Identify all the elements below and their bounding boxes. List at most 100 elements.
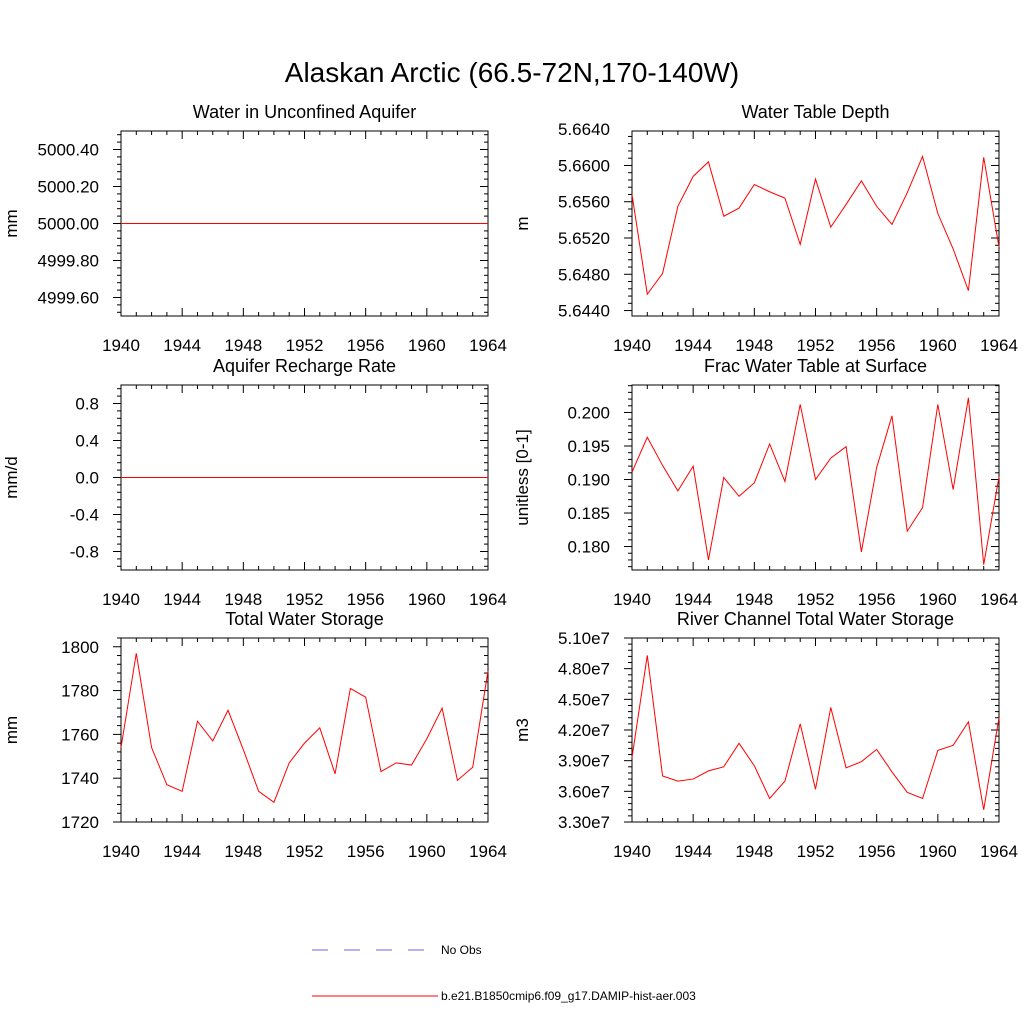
- panel-title: Water in Unconfined Aquifer: [193, 102, 416, 122]
- x-tick-label: 1960: [919, 590, 957, 609]
- series-line: [631, 655, 1000, 810]
- x-tick-label: 1956: [858, 336, 896, 355]
- x-tick-label: 1948: [735, 336, 773, 355]
- y-axis-label: unitless [0-1]: [513, 429, 532, 525]
- x-tick-label: 1948: [735, 590, 773, 609]
- x-tick-label: 1944: [674, 590, 712, 609]
- y-tick-label: 3.30e7: [558, 813, 610, 832]
- x-tick-label: 1964: [980, 842, 1018, 861]
- panel-5: Total Water Storage mm 1940 1944 1948 1952 195…: [2, 609, 507, 861]
- y-tick-label: 1800: [61, 638, 99, 657]
- y-tick-label: 5000.20: [38, 178, 99, 197]
- series-line: [631, 154, 1000, 296]
- x-tick-label: 1956: [347, 590, 385, 609]
- y-axis-label: mm/d: [2, 456, 21, 499]
- x-tick-label: 1964: [469, 336, 507, 355]
- x-tick-label: 1964: [469, 842, 507, 861]
- y-tick-label: 0.190: [567, 471, 610, 490]
- panel-4: Frac Water Table at Surface unitless [0-1…: [513, 356, 1018, 609]
- series-line: [120, 653, 489, 804]
- x-tick-label: 1940: [102, 842, 140, 861]
- y-tick-label: 3.60e7: [558, 782, 610, 801]
- y-tick-label: 1720: [61, 813, 99, 832]
- y-axis-label: mm: [2, 209, 21, 237]
- y-tick-label: 5000.40: [38, 141, 99, 160]
- y-tick-label: 5.6560: [558, 193, 610, 212]
- y-tick-label: 0.4: [75, 432, 99, 451]
- x-tick-label: 1964: [980, 336, 1018, 355]
- y-tick-label: 0.200: [567, 403, 610, 422]
- y-tick-label: -0.8: [70, 543, 99, 562]
- x-tick-label: 1956: [347, 336, 385, 355]
- x-tick-label: 1944: [674, 842, 712, 861]
- y-axis-label: m: [513, 216, 532, 230]
- x-tick-label: 1960: [408, 842, 446, 861]
- plot-frame: [120, 637, 489, 823]
- x-tick-label: 1960: [919, 336, 957, 355]
- y-tick-label: 5.6440: [558, 302, 610, 321]
- legend-label-no-obs: No Obs: [441, 943, 482, 957]
- x-tick-label: 1952: [286, 336, 324, 355]
- x-tick-label: 1940: [613, 336, 651, 355]
- y-tick-label: 0.8: [75, 395, 99, 414]
- plot-frame: [631, 130, 1000, 317]
- y-tick-label: 5000.00: [38, 215, 99, 234]
- y-axis-label: m3: [513, 718, 532, 742]
- x-tick-label: 1944: [163, 842, 201, 861]
- y-tick-label: 4999.60: [38, 289, 99, 308]
- y-tick-label: 0.195: [567, 437, 610, 456]
- panel-title: Total Water Storage: [225, 609, 383, 629]
- series-line: [631, 397, 1000, 565]
- x-tick-label: 1964: [980, 590, 1018, 609]
- x-tick-label: 1948: [735, 842, 773, 861]
- panel-3: Aquifer Recharge Rate mm/d 1940 1944 1948 195…: [2, 356, 507, 609]
- panel-title: Frac Water Table at Surface: [704, 356, 927, 376]
- x-tick-label: 1960: [408, 336, 446, 355]
- x-tick-label: 1944: [674, 336, 712, 355]
- x-tick-label: 1956: [347, 842, 385, 861]
- y-tick-label: 5.6520: [558, 229, 610, 248]
- y-tick-label: 1780: [61, 682, 99, 701]
- y-tick-label: 3.90e7: [558, 752, 610, 771]
- x-tick-label: 1940: [102, 336, 140, 355]
- x-tick-label: 1952: [797, 590, 835, 609]
- panel-title: Water Table Depth: [741, 102, 889, 122]
- y-tick-label: 5.10e7: [558, 629, 610, 648]
- x-tick-label: 1952: [286, 842, 324, 861]
- x-tick-label: 1960: [919, 842, 957, 861]
- y-axis-label: mm: [2, 716, 21, 744]
- x-tick-label: 1960: [408, 590, 446, 609]
- y-tick-label: 0.0: [75, 469, 99, 488]
- x-tick-label: 1952: [286, 590, 324, 609]
- x-tick-label: 1948: [224, 842, 262, 861]
- x-tick-label: 1944: [163, 590, 201, 609]
- x-tick-label: 1940: [613, 842, 651, 861]
- y-tick-label: 4.80e7: [558, 660, 610, 679]
- y-tick-label: 5.6640: [558, 120, 610, 139]
- x-tick-label: 1940: [613, 590, 651, 609]
- x-tick-label: 1956: [858, 842, 896, 861]
- panel-2: Water Table Depth m 1940 1944 1948 1952 1956 19…: [513, 102, 1018, 355]
- x-tick-label: 1952: [797, 842, 835, 861]
- x-tick-label: 1940: [102, 590, 140, 609]
- x-tick-label: 1952: [797, 336, 835, 355]
- x-tick-label: 1948: [224, 336, 262, 355]
- y-tick-label: 0.180: [567, 538, 610, 557]
- y-tick-label: -0.4: [70, 506, 99, 525]
- x-tick-label: 1944: [163, 336, 201, 355]
- y-tick-label: 1760: [61, 725, 99, 744]
- y-tick-label: 1740: [61, 769, 99, 788]
- y-tick-label: 4999.80: [38, 252, 99, 271]
- panel-title: Aquifer Recharge Rate: [213, 356, 396, 376]
- panel-1: Water in Unconfined Aquifer mm 1940 1944 194…: [2, 102, 507, 355]
- x-tick-label: 1948: [224, 590, 262, 609]
- panel-6: River Channel Total Water Storage m3 1940 1…: [513, 609, 1018, 861]
- plot-frame: [631, 637, 1000, 823]
- y-tick-label: 5.6480: [558, 265, 610, 284]
- y-tick-label: 0.185: [567, 504, 610, 523]
- panel-title: River Channel Total Water Storage: [677, 609, 954, 629]
- x-tick-label: 1964: [469, 590, 507, 609]
- legend: No Obs b.e21.B1850cmip6.f09_g17.DAMIP-hi…: [312, 943, 696, 1003]
- x-tick-label: 1956: [858, 590, 896, 609]
